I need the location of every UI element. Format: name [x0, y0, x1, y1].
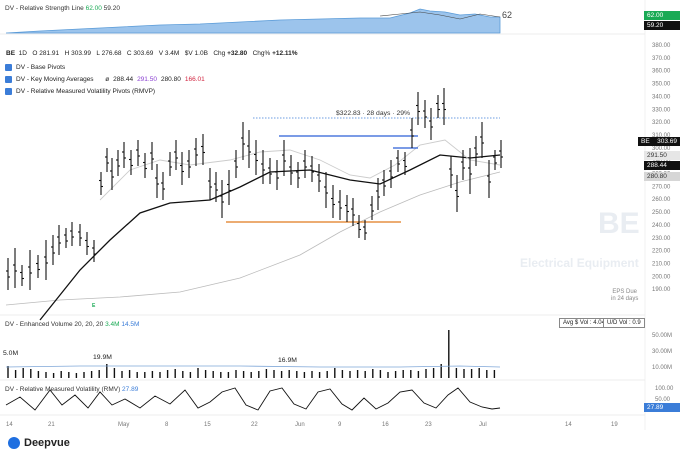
rs-value-1: 62.00	[85, 5, 102, 12]
rmv-tick: 100.00	[655, 386, 674, 392]
volume-peak-label: 16.9M	[278, 357, 297, 364]
rmv-legend[interactable]: DV - Relative Measured Volatility (RMV) …	[5, 386, 139, 393]
deepvue-logo[interactable]: Deepvue	[8, 437, 70, 449]
x-tick: May	[118, 422, 129, 428]
rmv-tick: 50.00	[655, 397, 671, 403]
x-tick: 16	[382, 422, 389, 428]
ohlc-readout: BE 1D O 281.91 H 303.99 L 276.68 C 303.6…	[6, 50, 298, 57]
rs-area	[5, 8, 501, 34]
rmv-tag: 27.89	[644, 403, 680, 412]
ma-200	[5, 171, 501, 306]
price-tick: 240.00	[652, 223, 671, 229]
price-tick: 250.00	[652, 210, 671, 216]
rmv-line	[5, 387, 501, 411]
price-tick: 260.00	[652, 197, 671, 203]
volume-peak-label: 19.9M	[93, 354, 112, 361]
x-tick: Jul	[479, 422, 487, 428]
x-tick: 14	[565, 422, 572, 428]
x-tick: 8	[165, 422, 169, 428]
up-down-volume: U/D Vol : 0.9	[603, 318, 645, 328]
ma-tag: 291.50	[644, 151, 680, 160]
ma-tag: 280.80	[644, 172, 680, 181]
rs-tag-2: 59.20	[644, 21, 680, 30]
price-tick: 380.00	[652, 43, 671, 49]
price-tick: 270.00	[652, 184, 671, 190]
rs-line-dark	[379, 11, 501, 20]
watermark-industry: Electrical Equipment	[520, 256, 639, 270]
volume-ma	[5, 365, 501, 368]
price-tick: 360.00	[652, 69, 671, 75]
ma-tag: 288.44	[644, 161, 680, 170]
deepvue-logo-icon	[8, 437, 20, 449]
price-tick: 200.00	[652, 274, 671, 280]
price-bars	[6, 88, 503, 290]
vol-tick: 50.00M	[652, 333, 672, 339]
price-tick: 330.00	[652, 107, 671, 113]
study-base-pivots[interactable]: DV - Base Pivots	[5, 64, 65, 71]
rs-line-legend[interactable]: DV - Relative Strength Line 62.00 59.20	[5, 5, 120, 12]
price-tick: 210.00	[652, 261, 671, 267]
volume-axis: 50.00M 30.00M 10.00M 100.00 50.00	[652, 333, 674, 403]
x-tick: 19	[611, 422, 618, 428]
rs-value-2: 59.20	[103, 5, 120, 12]
price-tick: 320.00	[652, 120, 671, 126]
price-tick: 230.00	[652, 236, 671, 242]
x-tick: 22	[251, 422, 258, 428]
price-tick: 350.00	[652, 82, 671, 88]
price-tick: 310.00	[652, 133, 671, 139]
x-tick: 23	[425, 422, 432, 428]
x-tick: 15	[204, 422, 211, 428]
study-toggle-icon[interactable]	[5, 88, 12, 95]
rs-panel	[0, 8, 645, 35]
study-toggle-icon[interactable]	[5, 64, 12, 71]
rs-tag-1: 62.00	[644, 11, 680, 20]
vol-tick: 30.00M	[652, 349, 672, 355]
volume-peak-label: 5.0M	[3, 350, 18, 357]
price-tick: 220.00	[652, 249, 671, 255]
volume-bars	[7, 330, 496, 378]
rs-rating: 62	[502, 10, 512, 20]
watermark-ticker: BE	[598, 207, 640, 240]
eps-due: EPS Due in 24 days	[611, 289, 639, 302]
study-rmvp[interactable]: DV - Relative Measured Volatility Pivots…	[5, 88, 155, 95]
price-tick: 370.00	[652, 56, 671, 62]
x-tick: Jun	[295, 422, 305, 428]
study-toggle-icon[interactable]	[5, 76, 12, 83]
x-axis: 14 21 May 8 15 22 Jun 9 16 23 Jul 14 19	[6, 422, 618, 428]
x-tick: 9	[338, 422, 342, 428]
price-tick: 340.00	[652, 94, 671, 100]
volume-legend[interactable]: DV - Enhanced Volume 20, 20, 20 3.4M 14.…	[5, 321, 140, 328]
earnings-marker: E	[92, 303, 96, 309]
study-key-moving-averages[interactable]: DV - Key Moving Averages ø 288.44 291.50…	[5, 76, 205, 83]
price-tick: 300.00	[652, 146, 671, 152]
price-tick: 190.00	[652, 287, 671, 293]
x-tick: 21	[48, 422, 55, 428]
vol-tick: 10.00M	[652, 365, 672, 371]
last-price-tag: BE 303.69	[638, 137, 680, 146]
x-tick: 14	[6, 422, 13, 428]
pivot-annotation: $322.83 · 28 days · 29%	[336, 110, 410, 117]
